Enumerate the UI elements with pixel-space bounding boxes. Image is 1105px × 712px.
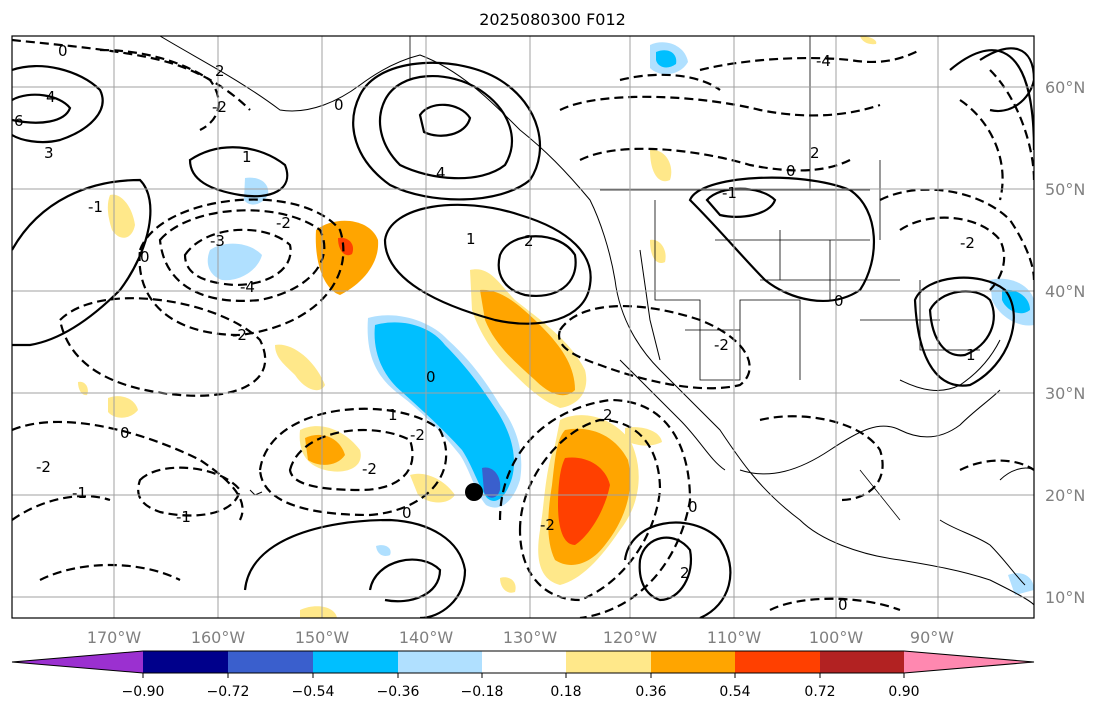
lat-label: 60°N [1045,78,1085,97]
contour-label: 1 [388,406,398,424]
contour-label: 0 [688,498,698,516]
contour-label: 3 [44,144,54,162]
map-title: 2025080300 F012 [479,10,626,29]
contour-label: -2 [540,516,555,534]
colorbar-segment [651,651,735,673]
colorbar-segment [313,651,398,673]
contour-label: 0 [786,162,796,180]
contour-label: 0 [426,368,436,386]
lon-label: 90°W [910,628,954,647]
colorbar-segment [398,651,482,673]
colorbar-tick-label: 0.72 [804,684,835,700]
lon-label: 160°W [191,628,246,647]
contour-label: 1 [466,230,476,248]
contour-label: 4 [436,164,446,182]
colorbar-segment [228,651,313,673]
colorbar: −0.90 −0.72 −0.54 −0.36 −0.18 0.18 0.36 … [11,650,1035,700]
contour-label: 2 [680,564,690,582]
lat-label: 30°N [1045,384,1085,403]
contour-label: -3 [210,232,225,250]
longitude-labels: 170°W 160°W 150°W 140°W 130°W 120°W 110°… [87,628,954,647]
contour-label: 4 [46,88,56,106]
contour-label: 0 [838,596,848,614]
colorbar-tick-label: 0.90 [888,684,919,700]
latitude-labels: 60°N 50°N 40°N 30°N 20°N 10°N [1045,78,1085,607]
colorbar-tick-label: 0.36 [635,684,666,700]
contour-label: 0 [402,504,412,522]
colorbar-segment [482,651,566,673]
contour-label: -4 [816,52,831,70]
contour-label: -2 [212,98,227,116]
contour-label: -1 [72,484,87,502]
lon-label: 100°W [809,628,864,647]
colorbar-tick-label: 0.18 [550,684,581,700]
contour-labels: 0 2 4 6 3 -1 -2 -3 -4 1 4 1 2 -2 0 0 -2 … [14,42,976,614]
contour-label: 0 [120,424,130,442]
contour-label: -2 [714,336,729,354]
colorbar-segment [566,651,651,673]
colorbar-tick-label: −0.36 [377,684,420,700]
colorbar-segment [820,651,904,673]
contour-label: 2 [810,144,820,162]
contour-label: -2 [232,326,247,344]
colorbar-tick-label: −0.18 [461,684,504,700]
colorbar-segment [12,651,143,673]
contour-label: 0 [834,292,844,310]
contour-label: -2 [362,460,377,478]
colorbar-tick-label: −0.54 [292,684,335,700]
contour-label: 1 [966,346,976,364]
graticule [12,36,1034,618]
map-plot: 0 2 4 6 3 -1 -2 -3 -4 1 4 1 2 -2 0 0 -2 … [12,36,1034,618]
lat-label: 50°N [1045,180,1085,199]
contour-label: -1 [88,198,103,216]
lon-label: 150°W [295,628,350,647]
lon-label: 140°W [399,628,454,647]
contour-label: 6 [14,112,24,130]
contour-label: -2 [276,214,291,232]
map-frame [11,35,1035,619]
colorbar-tick-label: −0.90 [122,684,165,700]
colorbar-segment [143,651,228,673]
shaded-positive-areas [78,36,877,618]
colorbar-segment [735,651,820,673]
contour-label: -4 [240,278,255,296]
lat-label: 20°N [1045,486,1085,505]
contour-label: -1 [176,508,191,526]
lon-label: 110°W [707,628,762,647]
lat-label: 10°N [1045,588,1085,607]
colorbar-tick-label: −0.72 [207,684,250,700]
lon-label: 130°W [503,628,558,647]
lat-label: 40°N [1045,282,1085,301]
contour-label: 0 [58,42,68,60]
contour-label: -2 [960,234,975,252]
contour-label: 0 [140,248,150,266]
contour-label: 1 [242,148,252,166]
contour-label: -2 [36,458,51,476]
contour-label: -2 [410,426,425,444]
colorbar-tick-label: 0.54 [719,684,750,700]
contour-label: 2 [215,62,225,80]
contour-label: 2 [603,406,613,424]
contour-label: 0 [334,96,344,114]
shaded-negative-areas [207,42,1034,595]
colorbar-segment [904,651,1034,673]
contour-label: 2 [524,232,534,250]
lon-label: 170°W [87,628,142,647]
lon-label: 120°W [603,628,658,647]
storm-position-marker [465,483,483,501]
contour-label: -1 [722,184,737,202]
